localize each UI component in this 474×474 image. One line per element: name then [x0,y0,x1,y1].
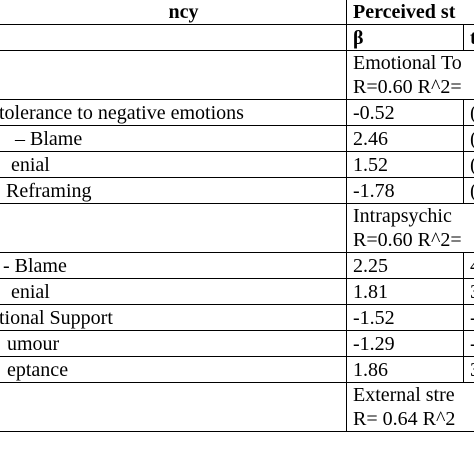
row-t: 3 [463,278,474,305]
table-row: - Blame 2.25 4 [0,252,474,279]
row-beta: -1.52 [346,304,464,331]
row-beta: 2.25 [346,252,464,279]
header-row: ncy Perceived st [0,0,474,25]
table-row: eptance 1.86 3 [0,356,474,383]
row-label: umour [0,330,347,357]
header-coping-strategy: ncy [0,0,347,25]
table-row: tolerance to negative emotions -0.52 ( [0,99,474,126]
section-stats: R=0.60 R^2= [353,76,462,98]
row-beta: -1.29 [346,330,464,357]
row-beta: -1.78 [346,177,464,204]
row-t: ( [463,99,474,126]
row-label: enial [0,151,347,178]
row-beta: 1.52 [346,151,464,178]
row-beta: 1.86 [346,356,464,383]
table-row: – Blame 2.46 ( [0,125,474,152]
header-perceived-stress: Perceived st [346,0,474,25]
table-row: umour -1.29 - [0,330,474,357]
section-row: Intrapsychic R=0.60 R^2= [0,203,474,253]
row-t: 4 [463,252,474,279]
section-stats: R= 0.64 R^2 [353,408,456,430]
section-row: External stre R= 0.64 R^2 [0,382,474,432]
row-label: tional Support [0,304,347,331]
section-title-cell: Intrapsychic R=0.60 R^2= [346,203,474,253]
subheader-empty-cell [0,24,347,51]
section-title: Emotional To [353,52,462,74]
row-label: tolerance to negative emotions [0,99,347,126]
section-stats: R=0.60 R^2= [353,229,462,251]
row-label: – Blame [0,125,347,152]
header-beta: β [346,24,464,51]
row-beta: -0.52 [346,99,464,126]
table-row: Reframing -1.78 ( [0,177,474,204]
section-empty-cell [0,382,347,432]
regression-table: ncy Perceived st β t Emotional To R=0.60… [0,0,474,432]
section-title-cell: Emotional To R=0.60 R^2= [346,50,474,100]
header-t: t [463,24,474,51]
section-empty-cell [0,203,347,253]
row-label: enial [0,278,347,305]
row-t: 3 [463,356,474,383]
section-title-cell: External stre R= 0.64 R^2 [346,382,474,432]
row-t: ( [463,125,474,152]
row-t: - [463,330,474,357]
table-row: enial 1.81 3 [0,278,474,305]
row-t: ( [463,177,474,204]
section-row: Emotional To R=0.60 R^2= [0,50,474,100]
subheader-row: β t [0,24,474,51]
row-label: eptance [0,356,347,383]
row-t: - [463,304,474,331]
section-title: External stre [353,384,455,406]
row-label: Reframing [0,177,347,204]
table-row: enial 1.52 ( [0,151,474,178]
row-beta: 2.46 [346,125,464,152]
row-label: - Blame [0,252,347,279]
section-empty-cell [0,50,347,100]
row-beta: 1.81 [346,278,464,305]
row-t: ( [463,151,474,178]
table-row: tional Support -1.52 - [0,304,474,331]
section-title: Intrapsychic [353,205,452,227]
